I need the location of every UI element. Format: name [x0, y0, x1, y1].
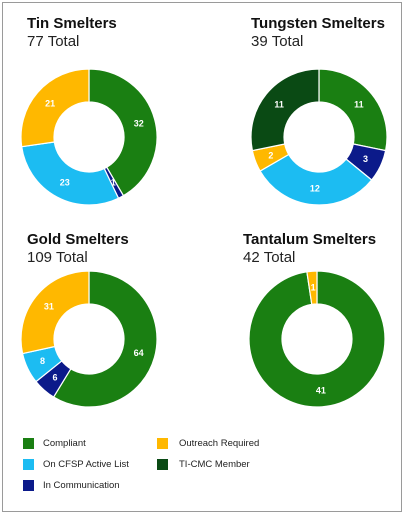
slice-label-outreach-required: 2 — [268, 150, 273, 160]
slice-on-cfsp-active-list — [21, 141, 120, 206]
slice-outreach-required — [306, 270, 318, 306]
slice-label-outreach-required: 1 — [311, 283, 316, 293]
slice-label-on-cfsp-active-list: 12 — [310, 183, 320, 193]
tantalum-smelters-total: 42 Total — [243, 249, 299, 267]
legend-label-ti-cmc-member: TI-CMC Member — [179, 459, 250, 470]
legend-swatch-outreach-required — [157, 438, 168, 449]
slice-compliant — [318, 68, 388, 152]
tungsten-smelters-donut: 11 3 12 2 11 — [250, 68, 388, 206]
tungsten-total-label: Total — [271, 33, 304, 50]
tantalum-total-label: Total — [263, 249, 296, 266]
legend-item-ti-cmc-member: TI-CMC Member — [157, 459, 250, 470]
chart-frame: Tin Smelters 77 Total 32 1 23 21 Tungsten Sm… — [2, 2, 402, 512]
legend-item-cfsp-active-list: On CFSP Active List — [23, 459, 129, 470]
gold-total-value: 109 — [27, 249, 53, 266]
slice-label-compliant: 41 — [316, 385, 326, 395]
tungsten-smelters-panel: Tungsten Smelters 39 Total 11 3 12 2 11 — [250, 15, 406, 225]
slice-outreach-required — [20, 270, 90, 355]
tungsten-smelters-total: 39 Total — [251, 33, 307, 51]
slice-label-in-communication: 1 — [111, 177, 116, 187]
legend-item-in-communication: In Communication — [23, 480, 120, 491]
slice-label-outreach-required: 31 — [44, 302, 54, 312]
gold-smelters-title: Gold Smelters — [27, 231, 129, 248]
tin-smelters-title: Tin Smelters — [27, 15, 117, 32]
slice-outreach-required — [20, 68, 90, 148]
legend-label-outreach-required: Outreach Required — [179, 438, 260, 449]
tin-total-label: Total — [47, 33, 80, 50]
slice-label-ti-cmc-member: 11 — [274, 99, 284, 109]
tantalum-smelters-panel: Tantalum Smelters 42 Total 41 1 — [243, 231, 406, 441]
slice-label-compliant: 11 — [354, 99, 364, 109]
slice-label-compliant: 64 — [134, 348, 144, 358]
gold-total-label: Total — [56, 249, 88, 266]
tin-smelters-donut: 32 1 23 21 — [20, 68, 158, 206]
slice-label-on-cfsp-active-list: 23 — [60, 177, 70, 187]
slice-label-outreach-required: 21 — [45, 98, 55, 108]
tantalum-smelters-donut: 41 1 — [248, 270, 386, 408]
slice-on-cfsp-active-list — [259, 153, 373, 206]
tin-smelters-panel: Tin Smelters 77 Total 32 1 23 21 — [20, 15, 207, 225]
slice-ti-cmc-member — [250, 68, 320, 152]
tungsten-total-value: 39 — [251, 33, 268, 50]
tin-total-value: 77 — [27, 33, 44, 50]
slice-label-in-communication: 3 — [363, 154, 368, 164]
legend-swatch-in-communication — [23, 480, 34, 491]
gold-smelters-donut: 64 68 31 — [20, 270, 158, 408]
legend-label-compliant: Compliant — [43, 438, 86, 449]
legend-label-cfsp-active-list: On CFSP Active List — [43, 459, 129, 470]
slice-compliant — [248, 270, 386, 408]
tantalum-smelters-title: Tantalum Smelters — [243, 231, 377, 248]
legend-swatch-cfsp-active-list — [23, 459, 34, 470]
tungsten-smelters-title: Tungsten Smelters — [251, 15, 385, 32]
slice-label-on-cfsp-active-list: 8 — [40, 356, 45, 366]
slice-label-in-communication: 6 — [53, 373, 58, 383]
legend-swatch-ti-cmc-member — [157, 459, 168, 470]
legend-label-in-communication: In Communication — [43, 480, 120, 491]
gold-smelters-panel: Gold Smelters 109 Total 64 6 8 31 — [20, 231, 207, 441]
slice-compliant — [52, 270, 158, 408]
tantalum-total-value: 42 — [243, 249, 260, 266]
legend-item-outreach-required: Outreach Required — [157, 438, 259, 449]
legend-item-compliant: Compliant — [23, 438, 86, 449]
legend: Compliant Outreach Required On CFSP Acti… — [23, 438, 403, 508]
gold-smelters-total: 109 Total — [27, 249, 92, 267]
tin-smelters-total: 77 Total — [27, 33, 83, 51]
slice-label-compliant: 32 — [134, 119, 144, 129]
slice-compliant — [88, 68, 158, 197]
legend-swatch-compliant — [23, 438, 34, 449]
